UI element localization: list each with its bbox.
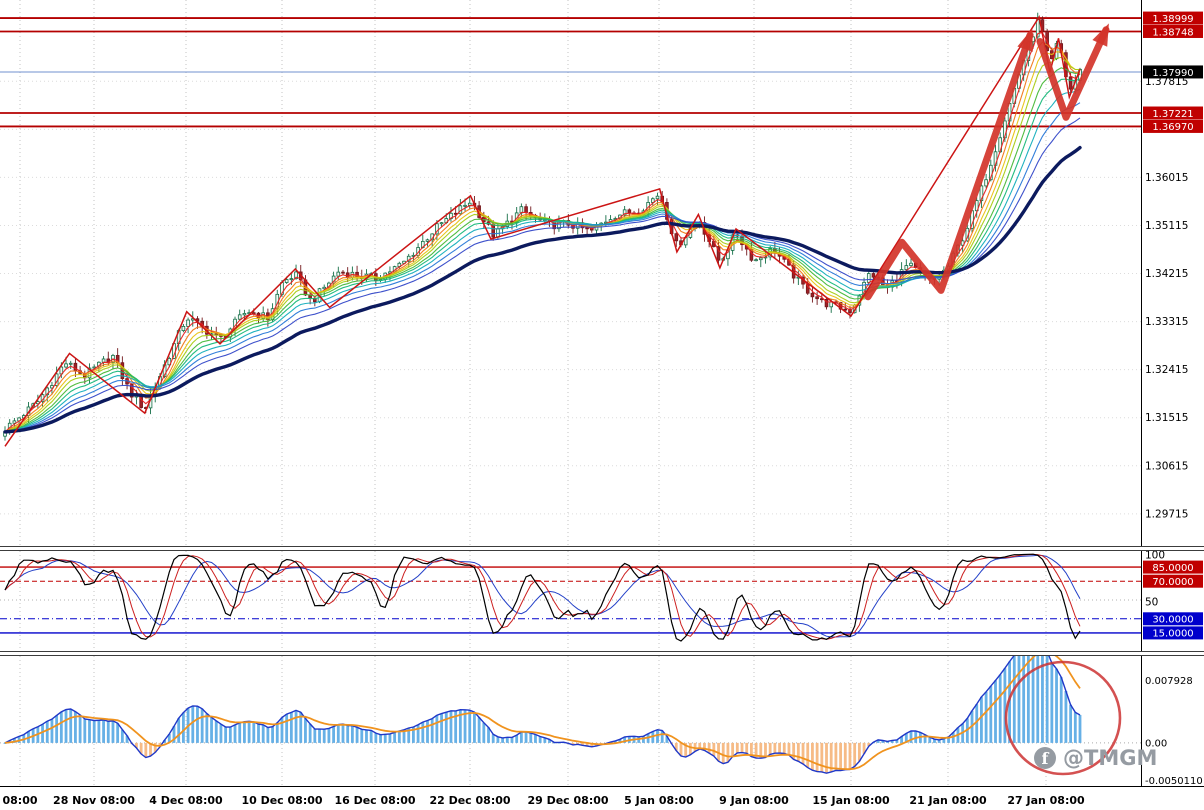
price-level-badge	[1143, 626, 1203, 640]
grid-horizontal	[0, 80, 1141, 515]
price-level-badge	[1143, 119, 1203, 133]
price-level-badge-text: 70.0000	[1152, 577, 1193, 588]
axis-label: 50	[1145, 597, 1158, 609]
time-axis: 08:00 28 Nov 08:00 4 Dec 08:00 10 Dec 08:00…	[0, 786, 1204, 810]
price-level-badge	[1143, 24, 1203, 38]
price-level-badge-text: 1.37221	[1152, 109, 1193, 120]
price-level-badge	[1143, 574, 1203, 588]
axis-label: -0.0050110	[1145, 776, 1203, 786]
time-axis-label: 5 Jan 08:00	[624, 794, 694, 807]
axis-label: 1.34215	[1145, 268, 1188, 280]
price-level-badge-text: 1.36970	[1152, 122, 1193, 133]
time-axis-label: 10 Dec 08:00	[241, 794, 323, 807]
time-axis-label: 9 Jan 08:00	[719, 794, 789, 807]
price-level-badge-text: 15.0000	[1152, 629, 1193, 640]
time-axis-label: 28 Nov 08:00	[53, 794, 135, 807]
macd-panel[interactable]: 0.007928 0.00 -0.0050110	[0, 656, 1204, 786]
panel-separator[interactable]	[0, 651, 1204, 656]
main-price-chart[interactable]: 1.37815 1.36015 1.35115 1.34215 1.33315 1.324…	[0, 0, 1204, 546]
panel-separator[interactable]	[0, 546, 1204, 551]
arrow-head	[1017, 28, 1033, 52]
price-level-badge-text: 1.38999	[1152, 14, 1193, 25]
watermark: f @TMGM	[1034, 746, 1157, 770]
axis-label: 1.35115	[1145, 220, 1188, 232]
axis-label: 100	[1145, 551, 1165, 562]
slow-ma-line	[3, 145, 1082, 434]
current-price-badge	[1143, 65, 1203, 79]
price-level-badge	[1143, 106, 1203, 120]
trend-arrow-annotations	[864, 23, 1110, 301]
current-price-badge-text: 1.37990	[1152, 68, 1193, 79]
axis-label: 0.00	[1145, 738, 1167, 749]
time-axis-label: 22 Dec 08:00	[429, 794, 511, 807]
macd-axis[interactable]: 0.007928 0.00 -0.0050110	[1141, 656, 1203, 786]
axis-label: 1.32415	[1145, 364, 1188, 376]
highlight-circle-annotation	[1004, 660, 1122, 776]
oscillator-levels	[0, 566, 1141, 634]
rainbow-ema-ribbon	[4, 31, 1081, 433]
oscillator-panel[interactable]: 100 50 85.0000 70.0000 30.0000 15.0000	[0, 551, 1204, 651]
axis-label: 0.007928	[1145, 676, 1193, 687]
watermark-handle: @TMGM	[1063, 746, 1158, 770]
facebook-icon: f	[1034, 747, 1056, 769]
price-level-badge	[1143, 560, 1203, 574]
axis-label: 1.29715	[1145, 508, 1188, 520]
price-level-badge-text: 30.0000	[1152, 615, 1193, 626]
oscillator-axis[interactable]: 100 50 85.0000 70.0000 30.0000 15.0000	[1141, 551, 1204, 651]
grid-vertical	[19, 656, 1047, 786]
time-axis-label: 29 Dec 08:00	[527, 794, 609, 807]
time-axis-label: 4 Dec 08:00	[149, 794, 223, 807]
grid-vertical	[19, 551, 1047, 651]
horizontal-levels	[0, 17, 1141, 128]
price-level-badge	[1143, 612, 1203, 626]
price-level-badge	[1143, 11, 1203, 25]
axis-label: 1.30615	[1145, 460, 1188, 472]
time-axis-label: 16 Dec 08:00	[334, 794, 416, 807]
axis-label: 1.37815	[1145, 76, 1188, 88]
axis-label: 1.31515	[1145, 412, 1188, 424]
axis-label: 1.33315	[1145, 316, 1188, 328]
time-axis-label: 08:00	[2, 794, 38, 807]
price-level-badge-text: 1.38748	[1152, 27, 1193, 38]
time-axis-label: 27 Jan 08:00	[1007, 794, 1085, 807]
macd-lines	[4, 656, 1081, 774]
price-level-badge-text: 85.0000	[1152, 563, 1193, 574]
time-axis-label: 15 Jan 08:00	[812, 794, 890, 807]
candlesticks	[3, 12, 1082, 441]
time-axis-label: 21 Jan 08:00	[909, 794, 987, 807]
macd-histogram	[3, 656, 1082, 774]
arrow-head	[1092, 23, 1109, 47]
axis-label: 1.36015	[1145, 172, 1188, 184]
oscillator-lines	[4, 553, 1081, 642]
price-axis[interactable]: 1.37815 1.36015 1.35115 1.34215 1.33315 1.324…	[1141, 0, 1204, 546]
